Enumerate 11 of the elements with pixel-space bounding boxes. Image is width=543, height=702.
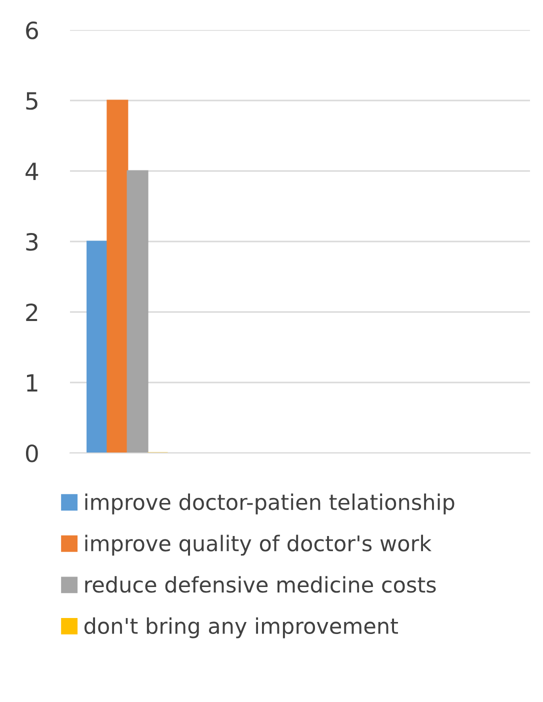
y-tick-label: 2 — [26, 303, 38, 321]
y-tick-label: 3 — [26, 232, 38, 251]
y-tick-label: 1 — [27, 374, 38, 392]
legend-label: don't bring any improvement — [84, 617, 398, 638]
y-tick-label: 4 — [26, 162, 38, 180]
y-tick-label: 5 — [26, 92, 38, 110]
y-tick-label: 0 — [26, 444, 38, 462]
legend-label: reduce defensive medicine costs — [85, 576, 436, 593]
legend-label: improve quality of doctor's work — [85, 534, 432, 556]
y-tick-label: 6 — [26, 21, 38, 40]
legend-label: improve doctor-patien telationship — [85, 494, 454, 514]
